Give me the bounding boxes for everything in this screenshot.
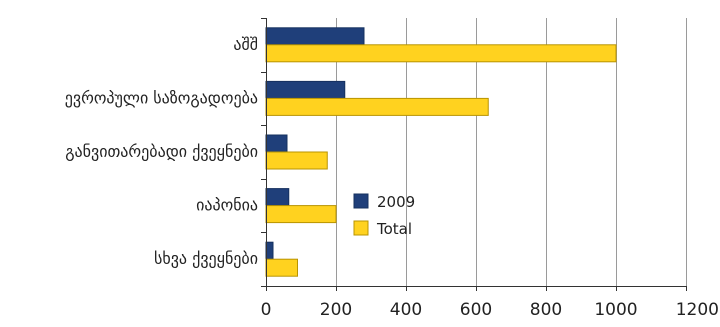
bar-2009-0	[265, 27, 365, 46]
bar-2009-3	[265, 188, 290, 207]
x-tick-label-200: 200	[320, 300, 352, 320]
legend-label-total: Total	[376, 220, 412, 238]
category-label-2: განვითარებადი ქვეყნები	[65, 142, 258, 161]
bar-total-1	[265, 97, 489, 116]
bar-2009-1	[265, 80, 346, 99]
x-tick-label-400: 400	[390, 300, 422, 320]
x-tick-label-1000: 1000	[594, 300, 637, 320]
bar-2009-4	[265, 241, 274, 260]
category-label-0: აშშ	[233, 35, 258, 54]
bar-total-0	[265, 44, 617, 63]
category-label-3: იაპონია	[196, 196, 258, 215]
x-tick-label-800: 800	[530, 300, 562, 320]
category-label-4: სხვა ქვეყნები	[154, 249, 258, 268]
x-tick-label-600: 600	[460, 300, 492, 320]
bar-2009-2	[265, 134, 288, 153]
x-tick-label-1200: 1200	[676, 300, 719, 320]
bar-total-4	[265, 258, 298, 277]
legend-label-2009: 2009	[377, 193, 415, 211]
x-tick-label-0: 0	[261, 300, 272, 320]
bar-total-2	[265, 151, 328, 170]
legend-swatch-total	[353, 220, 369, 236]
bar-total-3	[265, 205, 337, 224]
legend-swatch-2009	[353, 193, 369, 209]
category-label-1: ევროპული საზოგადოება	[65, 88, 258, 107]
